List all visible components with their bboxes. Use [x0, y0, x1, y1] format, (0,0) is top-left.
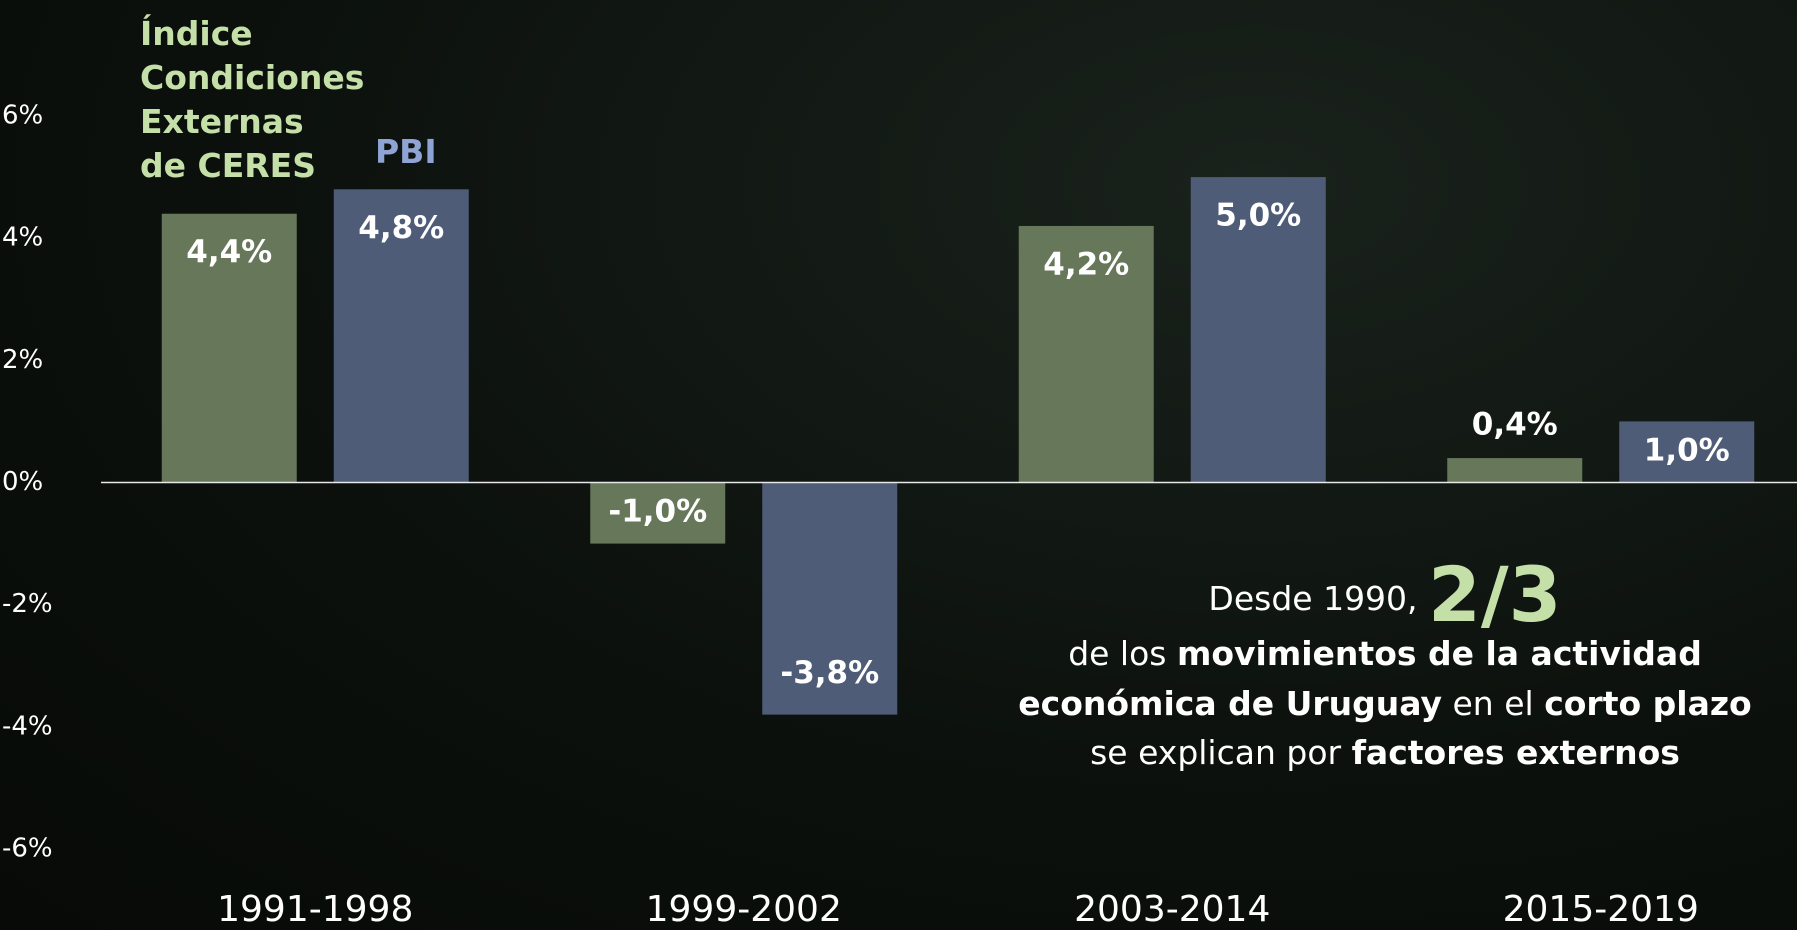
x-tick-label: 2015-2019	[1503, 889, 1699, 930]
bar	[161, 213, 297, 483]
data-label: -3,8%	[780, 655, 879, 691]
legend-entry: PBI	[375, 132, 437, 171]
y-tick-label: 4%	[2, 223, 43, 253]
bar	[762, 482, 898, 715]
annotation-text: factores externos	[1352, 733, 1680, 772]
data-label: 4,4%	[186, 234, 272, 270]
bar	[1018, 225, 1154, 483]
bar	[1447, 458, 1583, 483]
data-label: 4,8%	[358, 210, 444, 246]
x-tick-label: 1999-2002	[646, 889, 842, 930]
annotation-text: corto plazo	[1544, 684, 1752, 723]
bar	[590, 482, 726, 544]
annotation-line: Desde 1990, 2/3	[1208, 550, 1561, 639]
y-tick-label: 0%	[2, 467, 43, 497]
annotation-text: en el	[1442, 684, 1544, 723]
annotation-line: se explican por factores externos	[1090, 733, 1680, 772]
data-label: 1,0%	[1644, 432, 1730, 468]
legend-entry: Índice Condiciones Externas de CERES	[140, 14, 365, 185]
y-tick-label: -6%	[2, 834, 53, 864]
y-tick-label: 6%	[2, 101, 43, 131]
annotation-text: de los	[1068, 634, 1177, 673]
annotation-text: Desde 1990,	[1208, 579, 1428, 618]
annotation-text: se explican por	[1090, 733, 1352, 772]
bar	[1190, 177, 1326, 483]
bar	[1619, 421, 1755, 483]
annotation-text: movimientos de la actividad	[1177, 634, 1702, 673]
annotation-text: económica de Uruguay	[1018, 684, 1442, 723]
y-tick-label: -4%	[2, 711, 53, 741]
annotation-line: de los movimientos de la actividad	[1068, 634, 1702, 673]
x-tick-label: 2003-2014	[1074, 889, 1270, 930]
data-label: -1,0%	[608, 494, 707, 530]
annotation-line: económica de Uruguay en el corto plazo	[1018, 684, 1751, 723]
x-tick-label: 1991-1998	[217, 889, 413, 930]
plot: 6% 4% 2% 0% -2% -4% -6% 1991-1998 4,4% 4,8% 1999-2…	[2, 101, 1797, 930]
y-tick-label: -2%	[2, 589, 53, 619]
annotation-highlight: 2/3	[1428, 550, 1562, 639]
y-tick-label: 2%	[2, 345, 43, 375]
data-label: 5,0%	[1215, 198, 1301, 234]
data-label: 4,2%	[1043, 246, 1129, 282]
data-label: 0,4%	[1472, 407, 1558, 443]
bar	[333, 189, 469, 483]
